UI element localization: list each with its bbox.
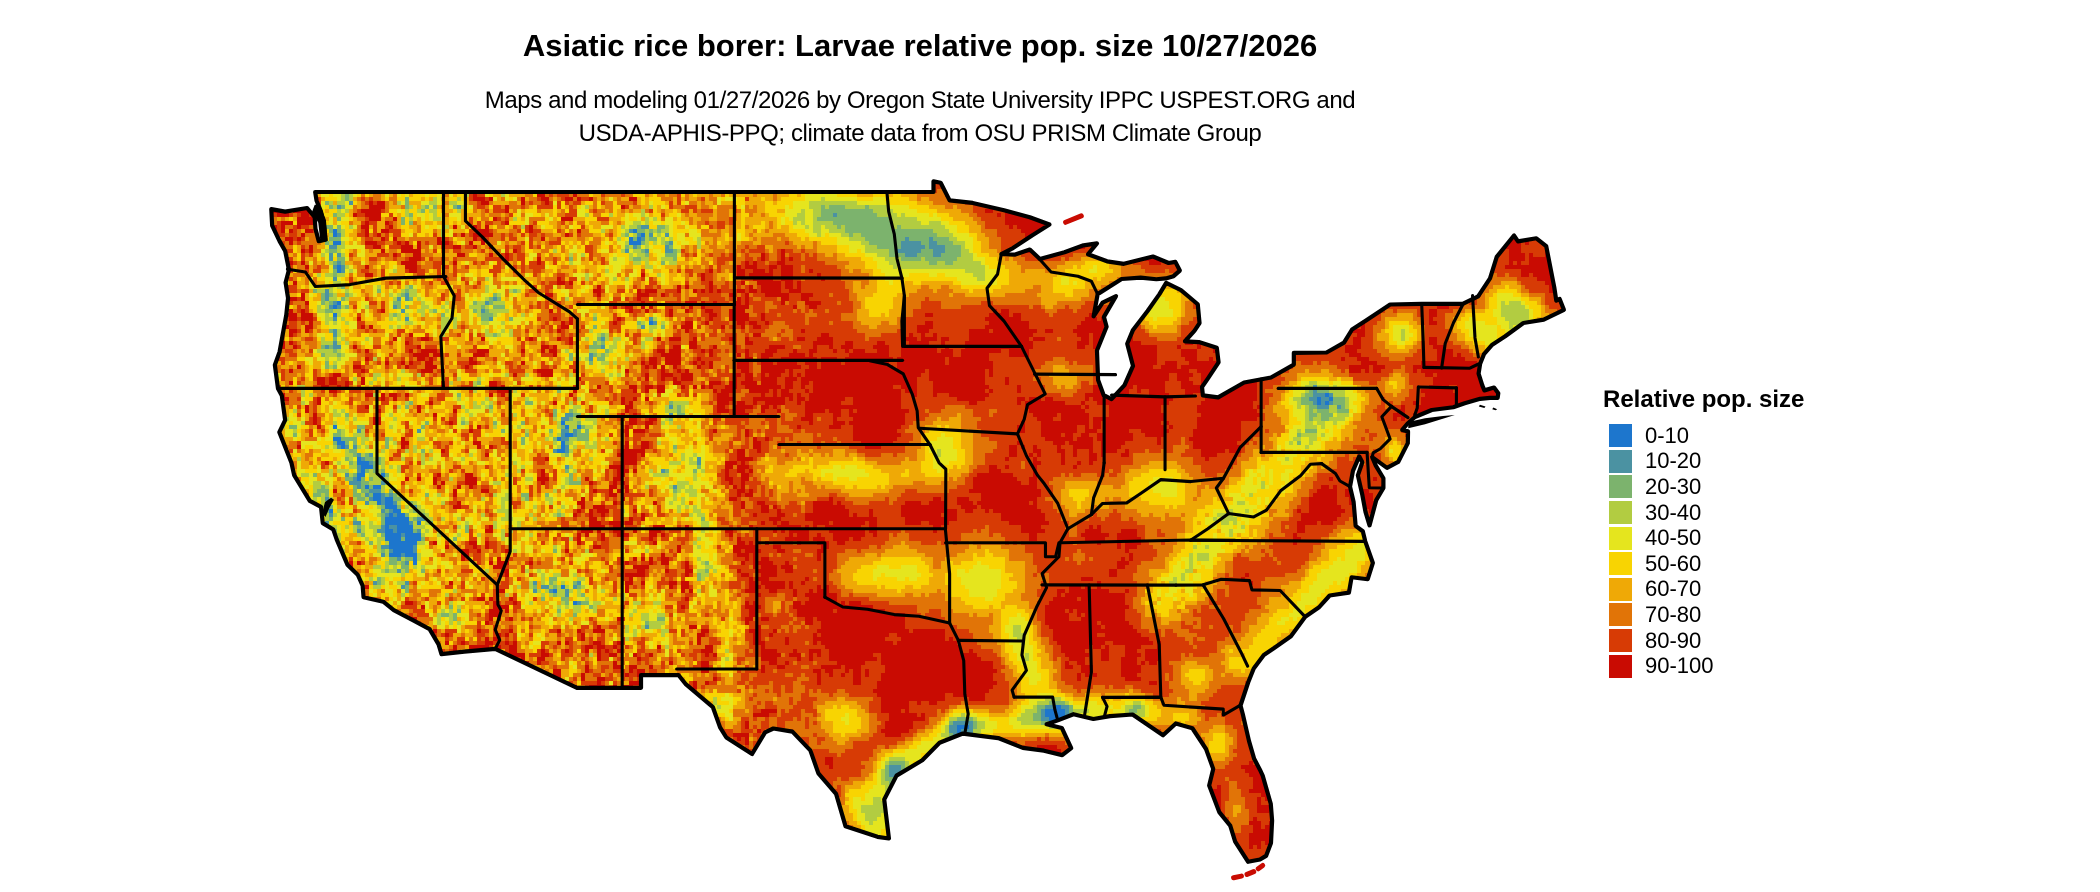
legend-item-label: 50-60	[1645, 550, 1702, 576]
legend-item: 10-20	[1609, 448, 1804, 475]
legend-item: 90-100	[1609, 653, 1804, 679]
subtitle-line-1: Maps and modeling 01/27/2026 by Oregon S…	[484, 87, 1356, 114]
legend-items: 0-10 10-20 20-30 30-40 40-50 50-60 60-70 70-80 8…	[1609, 423, 1804, 679]
legend: Relative pop. size 0-10 10-20 20-30 30-40 40…	[1603, 386, 1804, 679]
legend-item: 40-50	[1609, 525, 1804, 551]
legend-item: 0-10	[1609, 423, 1804, 449]
legend-item-label: 0-10	[1645, 422, 1690, 448]
us-map-canvas	[245, 165, 1585, 892]
legend-swatch	[1609, 449, 1632, 473]
legend-swatch	[1609, 629, 1632, 653]
legend-item-label: 10-20	[1645, 448, 1702, 474]
legend-item-label: 80-90	[1645, 627, 1702, 653]
legend-item-label: 60-70	[1645, 576, 1702, 602]
legend-item-label: 40-50	[1645, 525, 1702, 551]
legend-swatch	[1609, 526, 1632, 550]
legend-swatch	[1609, 424, 1632, 448]
legend-title: Relative pop. size	[1603, 386, 1805, 413]
legend-item-label: 30-40	[1645, 499, 1702, 525]
legend-item-label: 90-100	[1645, 653, 1714, 679]
legend-swatch	[1609, 654, 1632, 678]
legend-swatch	[1609, 552, 1632, 576]
subtitle-line-2: USDA-APHIS-PPQ; climate data from OSU PR…	[578, 120, 1262, 147]
legend-item: 30-40	[1609, 500, 1804, 526]
legend-swatch	[1609, 501, 1632, 525]
legend-swatch	[1609, 603, 1632, 627]
legend-item: 60-70	[1609, 576, 1804, 603]
map-subtitle: Maps and modeling 01/27/2026 by Oregon S…	[0, 84, 1840, 150]
legend-item: 80-90	[1609, 628, 1804, 654]
legend-swatch	[1609, 577, 1632, 601]
legend-item: 50-60	[1609, 551, 1804, 577]
legend-item: 20-30	[1609, 474, 1804, 500]
legend-item: 70-80	[1609, 602, 1804, 628]
legend-item-label: 70-80	[1645, 601, 1702, 627]
legend-swatch	[1609, 475, 1632, 499]
map-title: Asiatic rice borer: Larvae relative pop.…	[522, 28, 1318, 63]
legend-item-label: 20-30	[1645, 473, 1702, 499]
